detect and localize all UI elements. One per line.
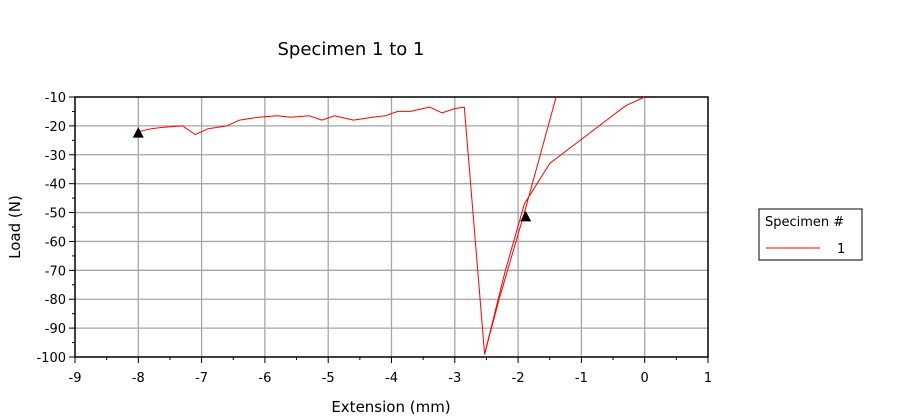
x-tick-label: -5 xyxy=(322,371,335,386)
y-tick-label: -80 xyxy=(45,293,66,308)
x-tick-label: -2 xyxy=(512,371,525,386)
triangle-marker xyxy=(520,210,532,222)
y-tick-label: -60 xyxy=(45,235,66,250)
x-tick-label: -1 xyxy=(575,371,588,386)
x-tick-label: -3 xyxy=(448,371,461,386)
x-tick-label: 0 xyxy=(641,371,649,386)
series xyxy=(138,96,645,355)
y-axis-label: Load (N) xyxy=(6,195,24,259)
y-tick-label: -100 xyxy=(36,351,66,366)
legend: Specimen # 1 xyxy=(758,208,863,261)
legend-box xyxy=(758,208,863,261)
x-tick-label: -6 xyxy=(258,371,271,386)
plot-frame xyxy=(74,96,709,358)
y-tick-label: -40 xyxy=(45,178,66,193)
x-tick-label: -7 xyxy=(195,371,208,386)
y-tick-label: -20 xyxy=(45,120,66,135)
triangle-marker xyxy=(132,127,144,138)
y-tick-label: -50 xyxy=(45,207,66,222)
markers xyxy=(132,127,532,222)
series-line-2 xyxy=(484,96,645,355)
x-tick-label: 1 xyxy=(704,371,712,386)
x-tick-label: -4 xyxy=(385,371,398,386)
x-tick-label: -8 xyxy=(132,371,145,386)
y-tick-label: -30 xyxy=(45,149,66,164)
legend-entry-label: 1 xyxy=(837,242,845,257)
chart-title: Specimen 1 to 1 xyxy=(278,39,425,60)
x-axis-label: Extension (mm) xyxy=(331,398,450,416)
y-tick-label: -70 xyxy=(45,264,66,279)
ticks: -9 -8 -7 -6 -5 -4 -3 -2 -1 0 1-10-20-30-40-50-60-7… xyxy=(36,91,712,386)
grid xyxy=(75,97,708,357)
y-tick-label: -90 xyxy=(45,322,66,337)
y-tick-label: -10 xyxy=(45,91,66,106)
x-tick-label: -9 xyxy=(69,371,82,386)
legend-title: Specimen # xyxy=(765,215,844,230)
